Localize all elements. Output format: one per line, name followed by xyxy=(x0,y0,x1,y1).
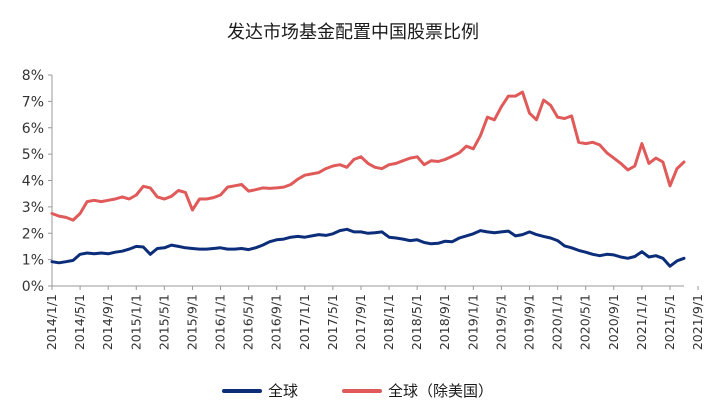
x-tick-label: 2016/9/1 xyxy=(269,294,284,350)
x-tick-label: 2021/1/1 xyxy=(634,294,649,350)
x-tick-label: 2019/5/1 xyxy=(493,294,508,350)
legend-swatch-global-ex-us xyxy=(342,388,383,393)
legend-item-global: 全球 xyxy=(222,380,298,401)
x-tick-label: 2019/1/1 xyxy=(465,294,480,350)
y-tick-label: 6% xyxy=(22,121,44,137)
x-tick-label: 2014/1/1 xyxy=(44,294,59,350)
x-tick-label: 2015/5/1 xyxy=(156,294,171,350)
x-tick-label: 2016/5/1 xyxy=(241,294,256,350)
x-tick-label: 2021/5/1 xyxy=(662,294,677,350)
series-lines xyxy=(50,90,686,268)
x-tick-label: 2014/5/1 xyxy=(72,294,87,350)
y-tick-label: 8% xyxy=(22,68,44,84)
x-tick-label: 2014/9/1 xyxy=(100,294,115,350)
x-tick-label: 2015/1/1 xyxy=(128,294,143,350)
x-axis-ticks: 2014/1/1 2014/5/1 2014/9/1 2015/1/1 2015/5/1… xyxy=(44,286,705,350)
y-tick-label: 3% xyxy=(22,200,44,216)
y-tick-label: 1% xyxy=(22,253,44,269)
x-tick-label: 2015/9/1 xyxy=(184,294,199,350)
legend-label-global-ex-us: 全球（除美国） xyxy=(388,382,494,400)
x-tick-label: 2019/9/1 xyxy=(522,294,537,350)
y-tick-label: 5% xyxy=(22,147,44,163)
legend-swatch-global xyxy=(222,388,262,393)
x-tick-label: 2016/1/1 xyxy=(213,294,228,350)
series-line-global xyxy=(50,227,686,268)
chart-title: 发达市场基金配置中国股票比例 xyxy=(227,22,479,43)
legend-label-global: 全球 xyxy=(268,382,299,400)
y-tick-label: 2% xyxy=(22,226,44,242)
x-tick-label: 2018/5/1 xyxy=(409,294,424,350)
x-tick-label: 2021/9/1 xyxy=(690,294,705,350)
x-tick-label: 2020/1/1 xyxy=(550,294,565,350)
x-tick-label: 2018/1/1 xyxy=(381,294,396,350)
legend: 全球 全球（除美国） xyxy=(222,380,537,401)
x-tick-label: 2020/5/1 xyxy=(578,294,593,350)
y-axis-ticks: 0% 1% 2% 3% 4% 5% 6% 7% 8% xyxy=(22,68,52,295)
y-tick-label: 0% xyxy=(22,279,44,295)
x-tick-label: 2018/9/1 xyxy=(437,294,452,350)
x-tick-label: 2017/5/1 xyxy=(325,294,340,350)
x-tick-label: 2017/1/1 xyxy=(297,294,312,350)
y-tick-label: 4% xyxy=(22,174,44,190)
legend-item-global-ex-us: 全球（除美国） xyxy=(342,380,493,401)
x-tick-label: 2020/9/1 xyxy=(606,294,621,350)
x-tick-label: 2017/9/1 xyxy=(353,294,368,350)
series-line-global-ex-us xyxy=(50,90,686,222)
y-tick-label: 7% xyxy=(22,94,44,110)
